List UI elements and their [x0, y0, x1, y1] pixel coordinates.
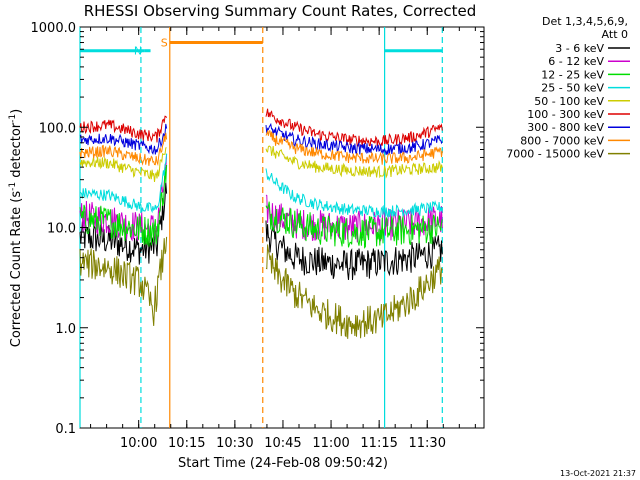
series-line — [265, 145, 443, 179]
x-tick-label: 10:15 — [168, 436, 205, 451]
footer-timestamp: 13-Oct-2021 21:37 — [560, 469, 636, 478]
legend-label: 100 - 300 keV — [527, 108, 604, 121]
x-tick-label: 10:00 — [120, 436, 157, 451]
series-line — [79, 164, 168, 247]
series-layer — [79, 108, 443, 339]
flag-label: S — [161, 37, 168, 50]
legend-label: 25 - 50 keV — [541, 82, 604, 95]
series-line — [79, 236, 168, 326]
y-tick-label: 0.1 — [55, 422, 76, 437]
axis-layer: 0.1 1.0 10.0 100.0 1000.0 10:00 10:15 10:30 10:4… — [31, 21, 484, 451]
legend-label: 3 - 6 keV — [555, 42, 604, 55]
legend-header-line1: Det 1,3,4,5,6,9, — [542, 15, 628, 28]
legend-label: 6 - 12 keV — [548, 55, 604, 68]
series-line — [79, 115, 168, 143]
series-line — [79, 147, 167, 183]
chart-title: RHESSI Observing Summary Count Rates, Co… — [84, 2, 477, 20]
legend-header-line2: Att 0 — [602, 28, 628, 41]
y-axis-label: Corrected Count Rate (s-1 detector-1) — [8, 109, 24, 347]
series-line — [265, 168, 443, 219]
x-tick-label: 10:45 — [264, 436, 301, 451]
series-line — [79, 132, 168, 167]
series-line — [79, 153, 168, 214]
legend-label: 12 - 25 keV — [541, 68, 604, 81]
series-line — [265, 201, 443, 249]
series-line — [265, 220, 443, 281]
x-tick-label: 10:30 — [216, 436, 253, 451]
series-line — [265, 129, 443, 165]
y-axis-label-main: Corrected Count Rate (s — [9, 191, 24, 348]
series-line — [265, 122, 443, 156]
x-tick-label: 11:15 — [360, 436, 397, 451]
x-tick-label: 11:30 — [409, 436, 446, 451]
x-tick-label: 11:00 — [312, 436, 349, 451]
y-axis-label-mid: detector — [9, 122, 24, 182]
flags-layer: NS — [80, 37, 443, 58]
y-tick-label: 1.0 — [55, 322, 76, 337]
y-axis-label-sup2: -1 — [8, 114, 18, 123]
legend-label: 800 - 7000 keV — [520, 134, 604, 147]
y-tick-label: 1000.0 — [31, 21, 77, 36]
legend-label: 300 - 800 keV — [527, 121, 604, 134]
x-axis-label: Start Time (24-Feb-08 09:50:42) — [178, 456, 388, 471]
y-tick-label: 100.0 — [39, 121, 76, 136]
y-axis-label-end: ) — [9, 109, 24, 114]
series-line — [79, 123, 168, 155]
flag-label: N — [134, 45, 142, 58]
series-line — [265, 244, 443, 339]
series-line — [265, 108, 443, 148]
y-tick-label: 10.0 — [47, 222, 76, 237]
legend-label: 50 - 100 keV — [534, 95, 604, 108]
y-axis-label-sup1: -1 — [8, 182, 18, 191]
series-line — [265, 194, 443, 243]
legend-label: 7000 - 15000 keV — [506, 148, 604, 161]
